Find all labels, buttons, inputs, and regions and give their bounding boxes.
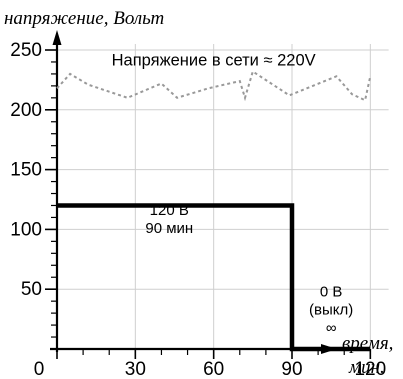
x-tick-label-30: 30 [125, 359, 146, 379]
y-tick-label-150: 150 [10, 160, 42, 181]
annotation-off-line1: 0 В [320, 283, 343, 300]
series [56, 69, 372, 352]
x-axis-label-line1: время, [342, 333, 393, 354]
x-tick-label-0: 0 [34, 359, 45, 379]
annotation-grid-line1: Напряжение в сети ≈ 220V [112, 52, 316, 70]
y-tick-label-100: 100 [10, 219, 42, 240]
x-tick-label-120: 120 [354, 359, 386, 379]
annotation-off-line2: (выкл) [309, 301, 353, 318]
y-axis-label: напряжение, Вольт [4, 8, 164, 29]
series-output-voltage [57, 203, 371, 352]
x-tick-label-60: 60 [203, 359, 224, 379]
series-grid-voltage [56, 69, 372, 102]
y-axis-arrow [52, 30, 62, 45]
axes [50, 30, 337, 354]
annotation-on-line1: 120 В [150, 202, 189, 219]
annotation-off-line3: ∞ [326, 319, 337, 336]
y-tick-label-200: 200 [10, 100, 42, 121]
y-tick-label-50: 50 [21, 279, 42, 300]
x-tick-label-90: 90 [281, 359, 302, 379]
annotations: Напряжение в сети ≈ 220V 120 В90 мин 0 В(в… [112, 52, 354, 337]
tick-labels: 0 30 60 90 120 50 100 150 200 250 [10, 40, 386, 379]
annotation-on-line2: 90 мин [145, 220, 193, 237]
y-tick-label-250: 250 [10, 40, 42, 61]
x-axis-label-line2: мин. [348, 357, 385, 378]
y-minor-ticks [45, 49, 372, 359]
